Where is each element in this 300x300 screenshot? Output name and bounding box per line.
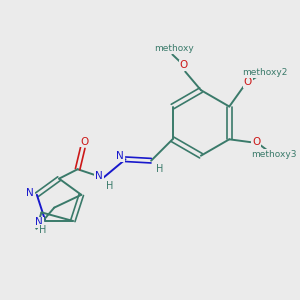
Text: methoxy: methoxy <box>154 44 194 53</box>
Text: N: N <box>35 218 43 227</box>
Text: H: H <box>106 181 113 191</box>
Text: N: N <box>116 151 124 161</box>
Text: N: N <box>95 170 103 181</box>
Text: N: N <box>26 188 34 198</box>
Text: methoxy2: methoxy2 <box>242 68 288 77</box>
Text: H: H <box>39 225 46 235</box>
Text: O: O <box>180 60 188 70</box>
Text: O: O <box>252 137 260 147</box>
Text: O: O <box>244 77 252 87</box>
Text: methoxy3: methoxy3 <box>251 150 296 159</box>
Text: H: H <box>156 164 164 174</box>
Text: O: O <box>80 136 88 147</box>
